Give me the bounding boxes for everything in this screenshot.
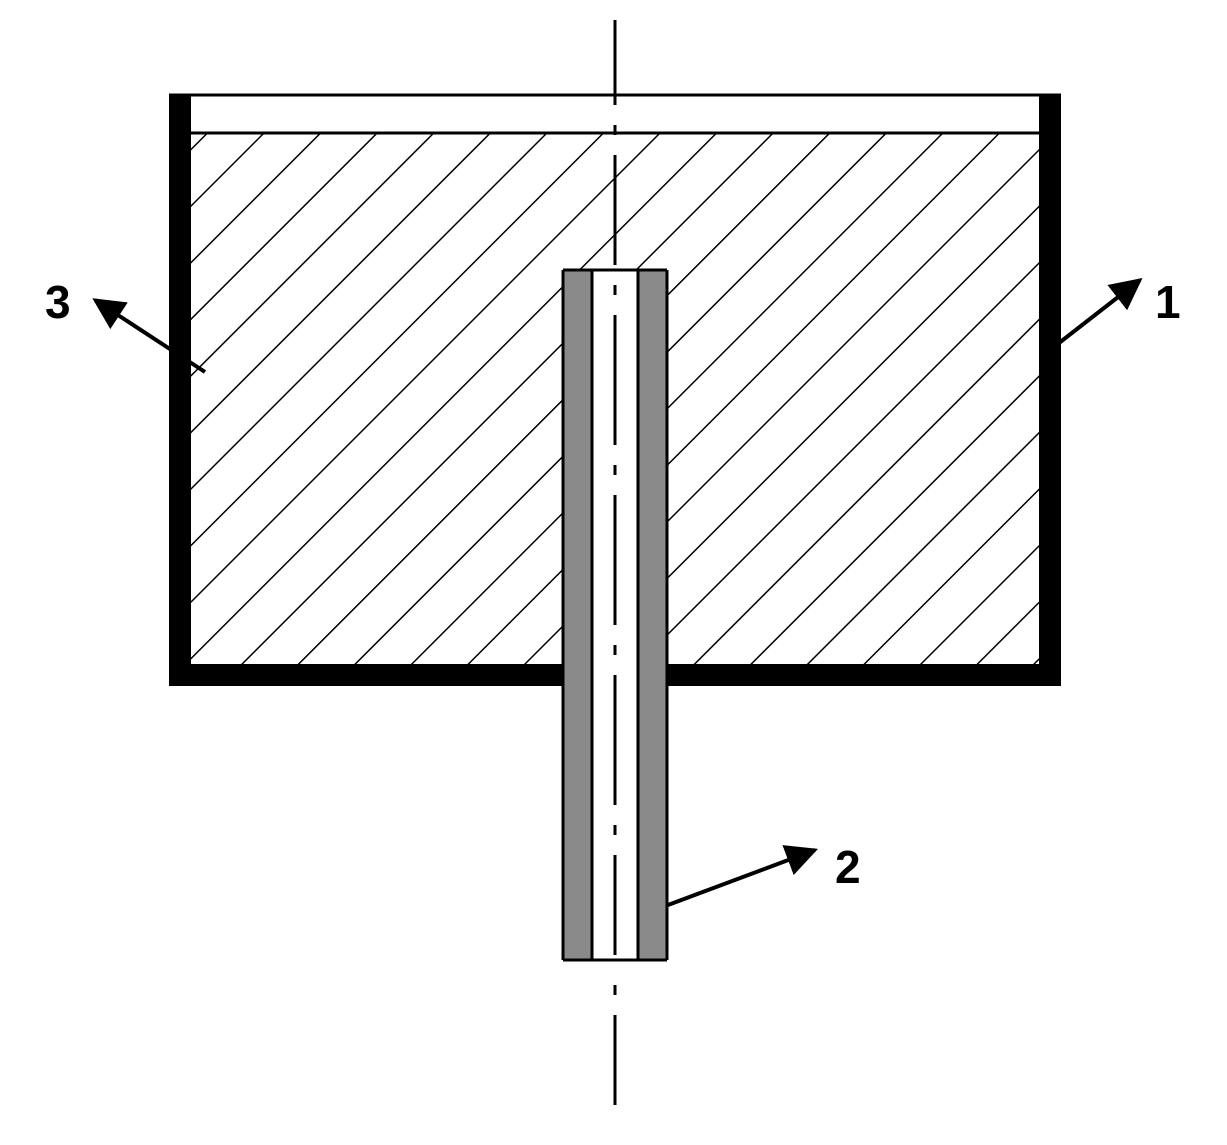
label-3: 3 (45, 275, 71, 329)
label-2: 2 (835, 840, 861, 894)
label-1: 1 (1155, 275, 1181, 329)
diagram-svg (0, 0, 1227, 1140)
diagram-canvas: 1 2 3 (0, 0, 1227, 1140)
